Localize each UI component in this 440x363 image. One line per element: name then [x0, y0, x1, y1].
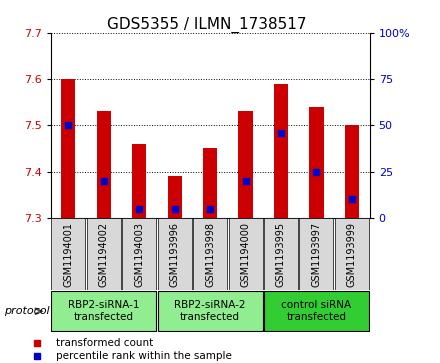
- Text: RBP2-siRNA-2
transfected: RBP2-siRNA-2 transfected: [174, 301, 246, 322]
- Bar: [193, 218, 227, 290]
- Text: protocol: protocol: [4, 306, 50, 316]
- Bar: [168, 176, 182, 218]
- Bar: [264, 218, 298, 290]
- Text: GSM1193999: GSM1193999: [347, 221, 357, 287]
- Bar: [97, 111, 111, 218]
- Bar: [87, 218, 121, 290]
- Bar: [238, 111, 253, 218]
- Bar: [228, 218, 263, 290]
- Bar: [122, 218, 156, 290]
- Text: GSM1193998: GSM1193998: [205, 221, 215, 287]
- Text: transformed count: transformed count: [56, 338, 154, 348]
- Text: GSM1193996: GSM1193996: [170, 221, 180, 287]
- Bar: [158, 291, 263, 331]
- Bar: [274, 83, 288, 218]
- Bar: [335, 218, 369, 290]
- Bar: [309, 107, 323, 218]
- Text: percentile rank within the sample: percentile rank within the sample: [56, 351, 232, 361]
- Text: RBP2-siRNA-1
transfected: RBP2-siRNA-1 transfected: [68, 301, 139, 322]
- Bar: [264, 291, 369, 331]
- Text: GSM1194001: GSM1194001: [63, 221, 73, 287]
- Bar: [51, 218, 85, 290]
- Bar: [61, 79, 75, 218]
- Text: GSM1193995: GSM1193995: [276, 221, 286, 287]
- Text: control siRNA
transfected: control siRNA transfected: [281, 301, 352, 322]
- Text: GDS5355 / ILMN_1738517: GDS5355 / ILMN_1738517: [107, 16, 307, 33]
- Bar: [51, 291, 156, 331]
- Bar: [203, 148, 217, 218]
- Text: GSM1193997: GSM1193997: [312, 221, 322, 287]
- Text: GSM1194000: GSM1194000: [241, 221, 250, 287]
- Bar: [345, 125, 359, 218]
- Bar: [299, 218, 334, 290]
- Bar: [132, 144, 146, 218]
- Bar: [158, 218, 192, 290]
- Text: GSM1194002: GSM1194002: [99, 221, 109, 287]
- Text: GSM1194003: GSM1194003: [134, 221, 144, 287]
